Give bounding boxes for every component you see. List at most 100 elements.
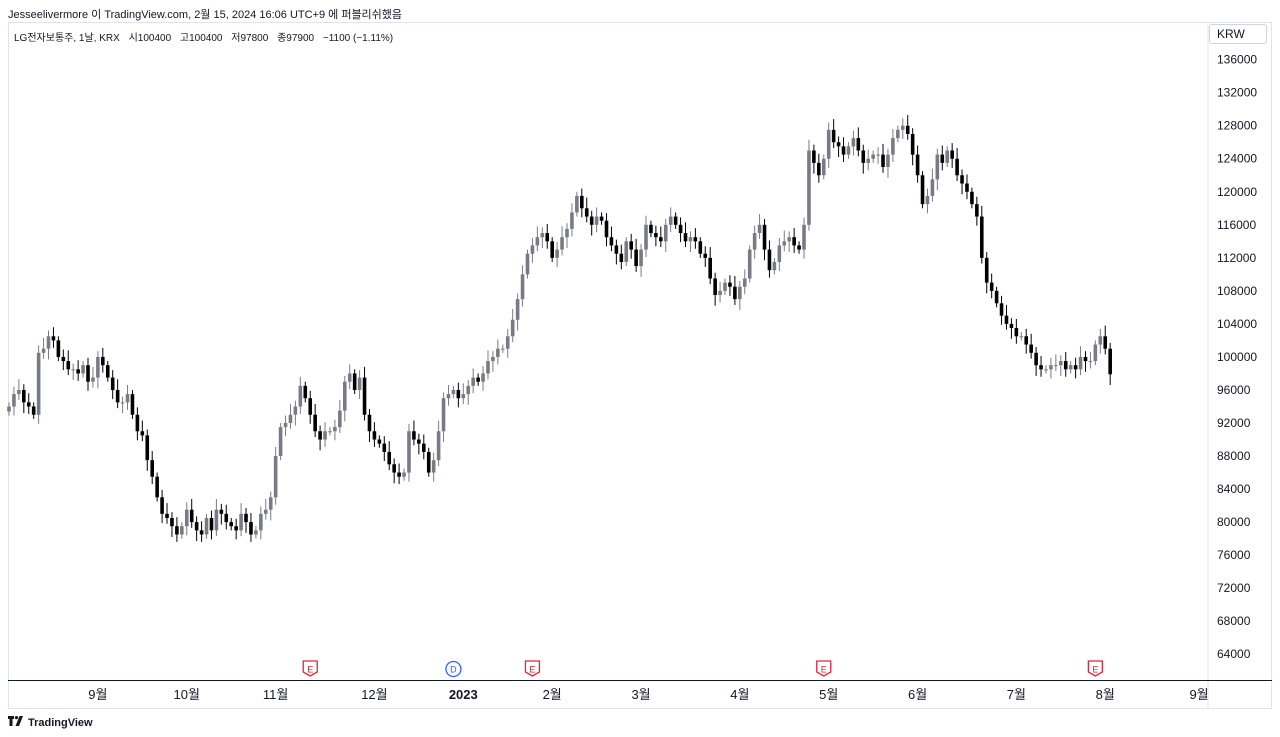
footer-brand: TradingView (28, 716, 93, 729)
candle-body (826, 129, 831, 159)
candle-body (1009, 323, 1014, 329)
candle-body (817, 162, 821, 176)
candle-body (22, 389, 26, 403)
candle-body (960, 175, 964, 184)
candle-body (1093, 344, 1098, 362)
candle-body (323, 431, 327, 440)
candle-body (550, 241, 554, 258)
candle-body (298, 385, 303, 407)
candle-body (288, 414, 293, 423)
candle-body (1058, 361, 1063, 366)
x-tick-label: 10월 (174, 687, 200, 702)
x-tick-label: 9월 (88, 687, 107, 702)
candle-body (659, 237, 663, 242)
candle-body (1029, 344, 1033, 353)
candle-body (66, 361, 71, 370)
earnings-marker[interactable]: E (524, 660, 541, 677)
candle-body (970, 191, 974, 205)
tradingview-logo-icon (8, 716, 24, 729)
tradingview-footer: TradingView (8, 716, 93, 729)
legend-open: 시100400 (128, 33, 172, 44)
candle-body (194, 522, 199, 531)
candle-body (145, 435, 150, 461)
candle-body (925, 195, 930, 205)
candle-body (150, 460, 155, 477)
earnings-marker[interactable]: E (302, 660, 318, 677)
candle-body (451, 389, 456, 395)
candle-body (634, 249, 638, 267)
candle-body (224, 513, 229, 523)
candle-body (723, 282, 727, 291)
y-tick-label: 132000 (1217, 86, 1257, 100)
candle-body (891, 138, 895, 155)
candle-body (446, 394, 451, 399)
candle-body (31, 406, 36, 415)
candle-body (886, 154, 890, 167)
candle-body (466, 385, 471, 395)
candle-body (505, 336, 510, 349)
candle-body (728, 282, 732, 287)
candle-body (471, 377, 475, 386)
candle-body (989, 282, 994, 291)
candle-body (229, 522, 234, 527)
candle-body (609, 237, 614, 246)
y-tick-label: 84000 (1217, 482, 1251, 496)
candle-body (263, 509, 268, 514)
candle-body (580, 195, 584, 209)
candle-body (624, 241, 629, 262)
dividend-marker[interactable]: D (445, 660, 462, 678)
x-tick-label: 8월 (1096, 687, 1115, 702)
x-tick-label: 11월 (263, 687, 288, 702)
candle-body (491, 356, 495, 362)
candle-body (135, 414, 140, 432)
candle-body (945, 150, 950, 163)
candle-body (1108, 348, 1112, 375)
candle-body (436, 431, 441, 461)
candle-body (841, 146, 846, 155)
candle-body (861, 150, 866, 163)
candle-body (812, 150, 816, 163)
candle-body (387, 451, 392, 465)
candle-body (189, 509, 194, 523)
currency-button[interactable]: KRW (1209, 24, 1267, 44)
candle-body (905, 125, 910, 134)
x-tick-label: 6월 (908, 687, 927, 702)
candle-body (876, 154, 880, 156)
y-tick-label: 80000 (1217, 515, 1251, 529)
candle-body (535, 237, 540, 246)
candle-body (999, 303, 1004, 316)
candle-body (426, 451, 431, 473)
legend-symbol[interactable]: LG전자보통주, 1날, KRX (14, 33, 120, 44)
y-tick-label: 120000 (1217, 185, 1257, 199)
candle-body (12, 394, 16, 407)
candle-body (421, 443, 426, 452)
candle-body (515, 299, 520, 320)
candle-body (792, 237, 796, 246)
candle-body (352, 373, 357, 390)
candle-body (461, 394, 466, 399)
candle-body (910, 133, 915, 155)
candle-body (17, 389, 21, 395)
candle-body (382, 443, 387, 452)
candle-body (777, 245, 782, 262)
y-tick-label: 136000 (1217, 53, 1257, 67)
candle-body (347, 373, 352, 382)
legend-low: 저97800 (231, 33, 269, 44)
candle-body (787, 237, 792, 242)
candle-body (654, 233, 658, 238)
candle-body (1098, 336, 1103, 345)
candle-body (742, 278, 747, 287)
candle-body (338, 410, 342, 428)
candle-body (718, 290, 722, 295)
candle-body (708, 257, 712, 279)
candle-body (71, 369, 75, 371)
candle-body (836, 142, 841, 147)
candle-body (540, 233, 545, 238)
earnings-marker[interactable]: E (1087, 660, 1104, 677)
candle-body (26, 402, 31, 407)
earnings-marker[interactable]: E (816, 660, 832, 677)
candle-body (570, 212, 574, 229)
candle-body (604, 220, 609, 238)
candle-body (342, 381, 347, 411)
